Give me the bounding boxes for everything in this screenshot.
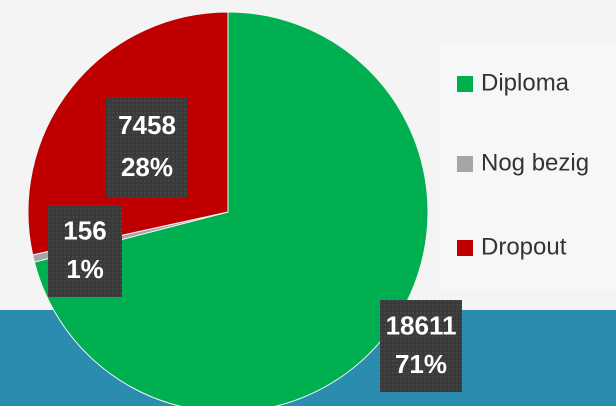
percentage-label: 28% <box>121 152 173 182</box>
data-labels: 18611 71% 156 1% 7458 28% <box>48 97 462 392</box>
percentage-label: 71% <box>395 349 447 379</box>
value-label: 7458 <box>118 110 176 140</box>
legend-swatch <box>457 76 473 92</box>
legend-label: Nog bezig <box>481 149 589 176</box>
legend-label: Diploma <box>481 69 570 96</box>
label-box <box>380 300 462 392</box>
legend-swatch <box>457 156 473 172</box>
label-box <box>48 205 122 297</box>
legend-label: Dropout <box>481 233 567 260</box>
value-label: 156 <box>63 215 106 245</box>
value-label: 18611 <box>386 310 457 340</box>
percentage-label: 1% <box>66 254 104 284</box>
legend: Diploma Nog bezig Dropout <box>457 69 589 260</box>
label-box <box>106 97 188 197</box>
legend-swatch <box>457 240 473 256</box>
